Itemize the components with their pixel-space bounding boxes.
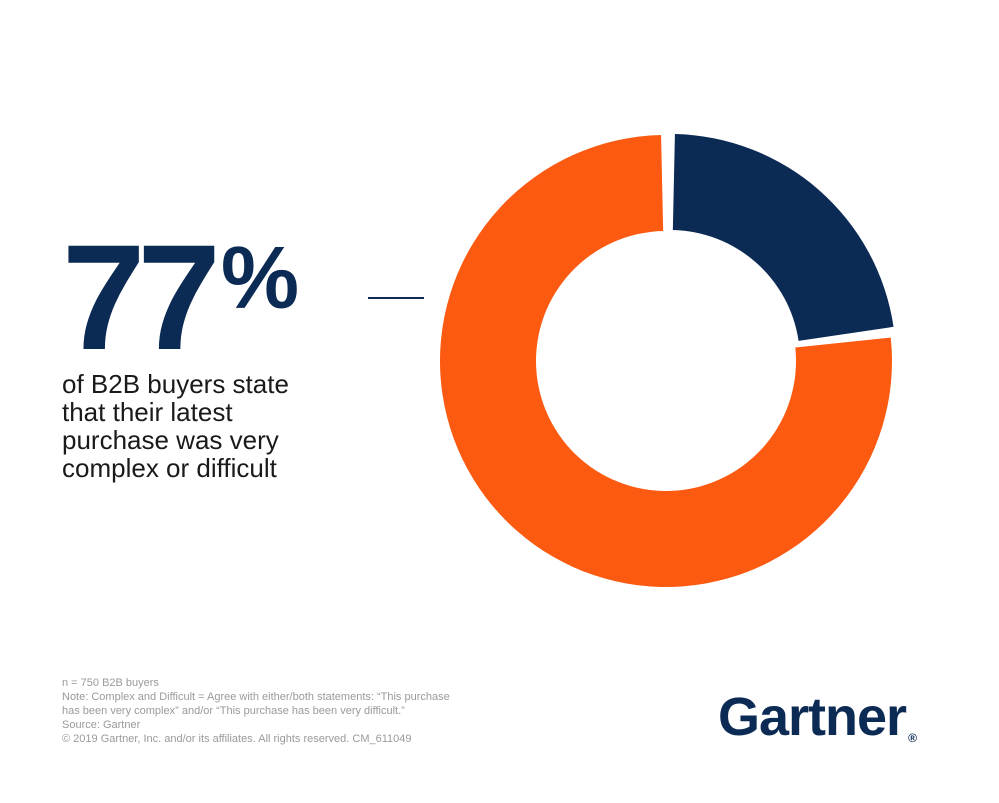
donut-slice-orange — [439, 135, 892, 588]
connector-line — [368, 297, 424, 299]
stat-description: of B2B buyers state that their latest pu… — [62, 370, 362, 482]
stat-percent-sign: % — [220, 228, 300, 327]
stat-description-line: purchase was very — [62, 425, 279, 455]
donut-slice-navy — [672, 134, 894, 341]
footnote-source: Source: Gartner — [62, 719, 141, 731]
registered-mark: ® — [908, 731, 917, 745]
footnote-sample: n = 750 B2B buyers — [62, 677, 159, 689]
stat-description-line: that their latest — [62, 397, 233, 427]
headline-stat: 77% — [62, 222, 299, 372]
stat-description-line: complex or difficult — [62, 453, 277, 483]
gartner-logo: Gartner ® — [718, 687, 917, 747]
donut-slices — [439, 134, 894, 588]
footnote-note-line: Note: Complex and Difficult = Agree with… — [62, 691, 450, 703]
logo-text: Gartner — [718, 687, 907, 747]
stat-description-line: of B2B buyers state — [62, 369, 289, 399]
stat-digits: 77 — [62, 213, 221, 381]
footnote-copyright: © 2019 Gartner, Inc. and/or its affiliat… — [62, 733, 412, 745]
footnotes: n = 750 B2B buyers Note: Complex and Dif… — [62, 676, 450, 746]
footnote-note-line: has been very complex” and/or “This purc… — [62, 705, 405, 717]
